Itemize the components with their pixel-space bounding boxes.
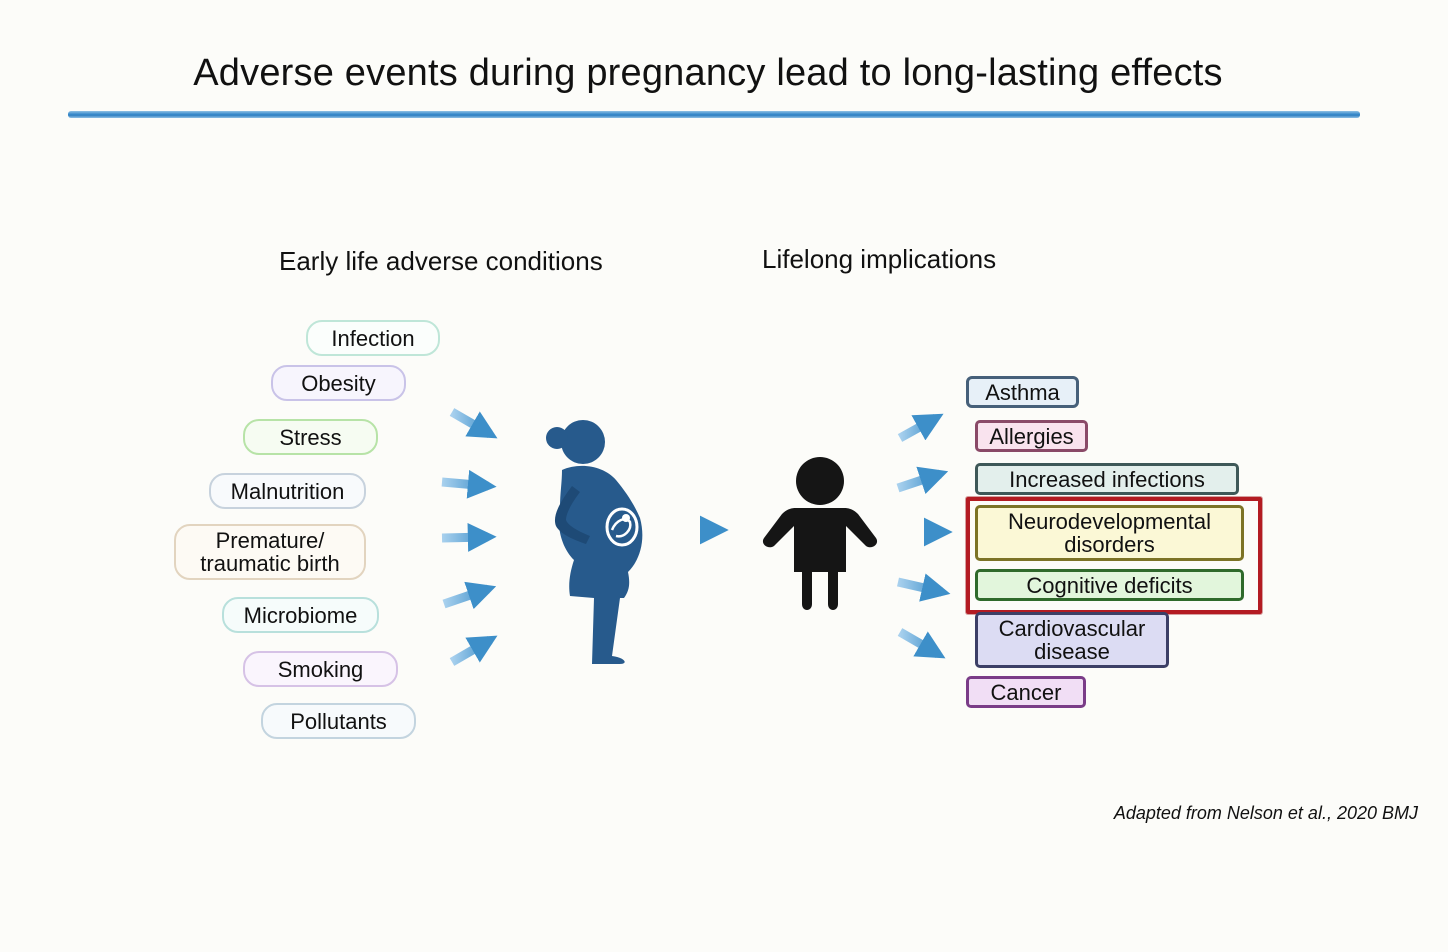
pregnant-woman-icon: [546, 420, 643, 664]
heading-lifelong: Lifelong implications: [762, 244, 997, 274]
condition-label: traumatic birth: [200, 551, 340, 576]
condition-label: Infection: [331, 325, 415, 351]
condition-premature-birth: Premature/ traumatic birth: [174, 524, 366, 580]
implication-cognitive-deficits: Cognitive deficits: [975, 569, 1244, 601]
arrow-icon: [896, 466, 949, 495]
arrow-icon: [441, 469, 497, 499]
implication-neurodevelopmental-disorders: Neurodevelopmental disorders: [975, 505, 1244, 561]
arrows-into-mother: [441, 408, 498, 666]
condition-stress: Stress: [243, 419, 378, 455]
implication-allergies: Allergies: [975, 420, 1088, 452]
condition-obesity: Obesity: [271, 365, 406, 401]
condition-pollutants: Pollutants: [261, 703, 416, 739]
slide-title: Adverse events during pregnancy lead to …: [193, 52, 1223, 94]
implication-label: Asthma: [985, 379, 1060, 405]
implication-label: Neurodevelopmental: [1007, 509, 1212, 534]
implication-cancer: Cancer: [966, 676, 1086, 708]
condition-label: Pollutants: [290, 708, 387, 734]
implication-label: disorders: [1064, 532, 1155, 557]
implication-label: Cancer: [990, 679, 1062, 705]
implication-label: Cardiovascular: [998, 616, 1146, 641]
citation: Adapted from Nelson et al., 2020 BMJ: [1113, 803, 1418, 823]
arrow-icon: [442, 581, 497, 610]
condition-label: Obesity: [301, 370, 376, 396]
arrow-icon: [897, 573, 951, 602]
condition-smoking: Smoking: [243, 651, 398, 687]
condition-label: Microbiome: [243, 602, 358, 628]
implication-label: Allergies: [989, 423, 1074, 449]
child-icon: [762, 457, 878, 610]
implication-label: Cognitive deficits: [1026, 572, 1193, 598]
condition-label: Premature/: [215, 528, 325, 553]
condition-infection: Infection: [306, 320, 440, 356]
arrow-icon: [441, 523, 497, 552]
implication-asthma: Asthma: [966, 376, 1079, 408]
implication-increased-infections: Increased infections: [975, 463, 1239, 495]
arrow-icon: [449, 408, 498, 439]
condition-label: Smoking: [277, 656, 364, 682]
highlight-box: [966, 497, 1262, 614]
heading-early-life: Early life adverse conditions: [279, 246, 603, 276]
implication-label: Increased infections: [1009, 466, 1205, 492]
arrow-icon: [449, 635, 498, 666]
condition-malnutrition: Malnutrition: [209, 473, 366, 509]
arrow-icon: [897, 628, 946, 659]
arrow-icon: [897, 413, 944, 442]
condition-microbiome: Microbiome: [222, 597, 379, 633]
implication-cardiovascular-disease: Cardiovascular disease: [975, 612, 1169, 668]
implication-label: disease: [1034, 639, 1110, 664]
condition-label: Malnutrition: [230, 478, 345, 504]
arrows-from-child: [896, 413, 953, 659]
condition-label: Stress: [279, 424, 342, 450]
title-underline: [68, 111, 1360, 118]
